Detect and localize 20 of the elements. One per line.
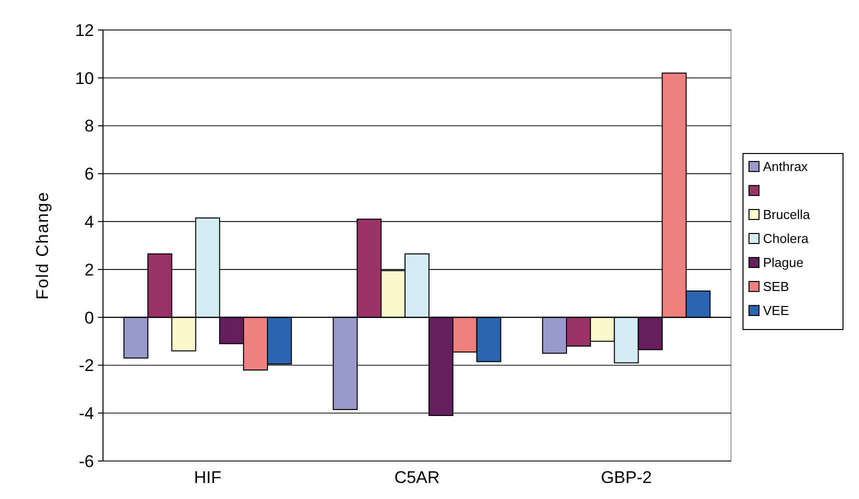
legend-label: Anthrax <box>763 159 808 174</box>
x-tick-label: HIF <box>194 468 222 487</box>
x-tick-label: C5AR <box>394 468 440 487</box>
y-tick-label: 0 <box>84 308 94 328</box>
x-tick-label: GBP-2 <box>600 468 652 487</box>
y-tick-label: 6 <box>84 164 94 184</box>
y-tick-label: -4 <box>78 404 94 424</box>
y-tick-label: 2 <box>84 260 94 280</box>
legend-label: Brucella <box>763 207 811 222</box>
y-tick-label: -6 <box>78 452 94 471</box>
y-tick-label: 10 <box>75 68 94 88</box>
y-tick-label: 8 <box>84 116 94 136</box>
legend-label: Plague <box>763 255 804 270</box>
y-tick-label: 4 <box>84 212 94 232</box>
y-axis-title: Fold Change <box>33 191 52 300</box>
y-tick-label: 12 <box>75 20 94 40</box>
legend-label: Cholera <box>763 231 810 246</box>
legend-label: SEB <box>763 279 790 294</box>
y-tick-label: -2 <box>78 356 94 376</box>
legend-label: VEE <box>763 303 790 318</box>
